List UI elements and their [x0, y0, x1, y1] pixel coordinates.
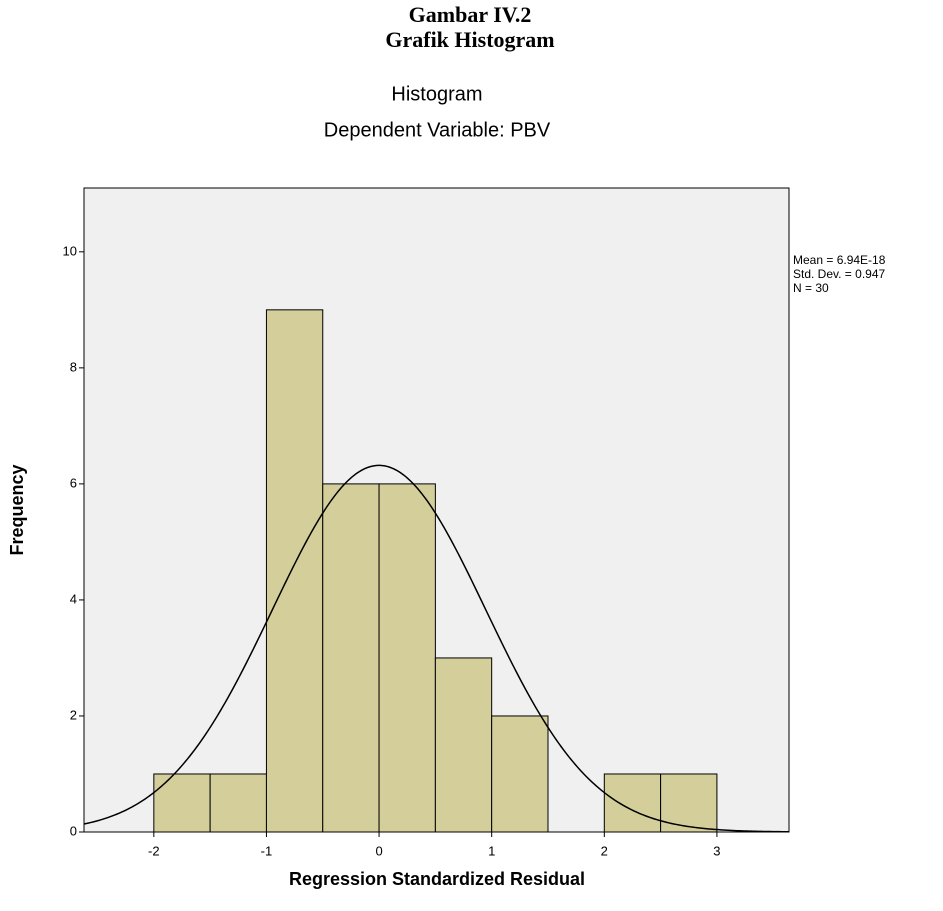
x-tick-label: 1: [488, 843, 495, 858]
stat-std-dev: Std. Dev. = 0.947: [793, 267, 885, 281]
x-tick-label: -1: [261, 843, 273, 858]
stat-n: N = 30: [793, 281, 829, 295]
y-tick-label: 2: [70, 707, 77, 722]
bar: [265, 309, 324, 833]
bar: [660, 773, 718, 833]
stat-mean: Mean = 6.94E-18: [793, 253, 886, 267]
chart-title: Histogram: [391, 83, 482, 105]
y-tick-label: 4: [70, 591, 77, 606]
bar: [491, 715, 549, 833]
y-tick-label: 8: [70, 359, 77, 374]
bar: [603, 773, 662, 833]
normal-curve: [83, 464, 790, 833]
y-tick-label: 6: [70, 475, 77, 490]
x-axis-label: Regression Standardized Residual: [289, 869, 585, 889]
y-tick-label: 10: [63, 243, 77, 258]
chart-subtitle: Dependent Variable: PBV: [324, 119, 551, 141]
y-axis-label: Frequency: [7, 464, 27, 555]
bar: [209, 773, 267, 833]
x-tick-label: -2: [148, 843, 160, 858]
bar: [434, 657, 493, 833]
x-tick-label: 3: [713, 843, 720, 858]
x-tick-label: 0: [375, 843, 382, 858]
figure-caption: Grafik Histogram: [385, 27, 554, 52]
bar: [378, 483, 436, 833]
x-tick-label: 2: [601, 843, 608, 858]
y-tick-label: 0: [70, 823, 77, 838]
bar: [322, 483, 380, 833]
bar: [153, 773, 211, 833]
figure-caption: Gambar IV.2: [409, 2, 532, 27]
